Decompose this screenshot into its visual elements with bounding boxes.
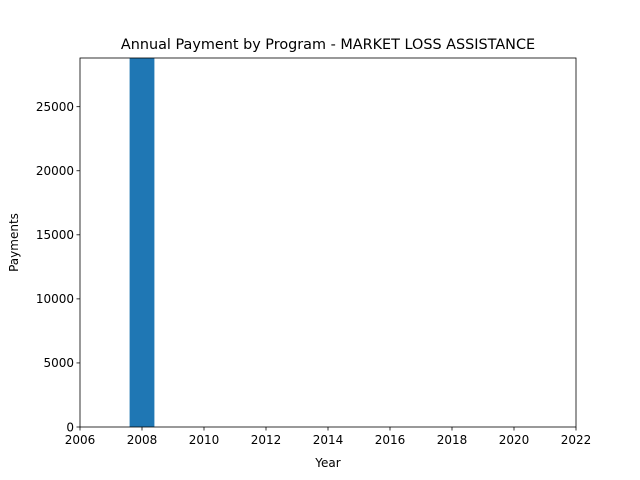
y-tick-label: 5000 <box>43 356 74 370</box>
x-tick-label: 2006 <box>65 433 96 447</box>
y-tick-label: 20000 <box>36 164 74 178</box>
x-tick-label: 2010 <box>189 433 220 447</box>
y-tick-label: 15000 <box>36 228 74 242</box>
x-tick-label: 2014 <box>313 433 344 447</box>
x-tick-label: 2018 <box>437 433 468 447</box>
y-tick-label: 25000 <box>36 100 74 114</box>
y-tick-label: 10000 <box>36 292 74 306</box>
bar-2008 <box>129 58 155 427</box>
chart-title: Annual Payment by Program - MARKET LOSS … <box>121 37 535 53</box>
x-ticks-group: 2006 2008 2010 2012 2014 2016 2018 2020 2022 <box>65 427 592 447</box>
x-axis-label: Year <box>314 456 340 470</box>
x-tick-label: 2012 <box>251 433 282 447</box>
y-tick-label: 0 <box>66 420 74 434</box>
x-tick-label: 2020 <box>499 433 530 447</box>
y-axis-label: Payments <box>7 213 21 272</box>
bars-group <box>129 58 155 427</box>
x-tick-label: 2016 <box>375 433 406 447</box>
y-ticks-group: 0 5000 10000 15000 20000 25000 <box>36 100 80 434</box>
x-tick-label: 2008 <box>127 433 158 447</box>
x-tick-label: 2022 <box>561 433 592 447</box>
